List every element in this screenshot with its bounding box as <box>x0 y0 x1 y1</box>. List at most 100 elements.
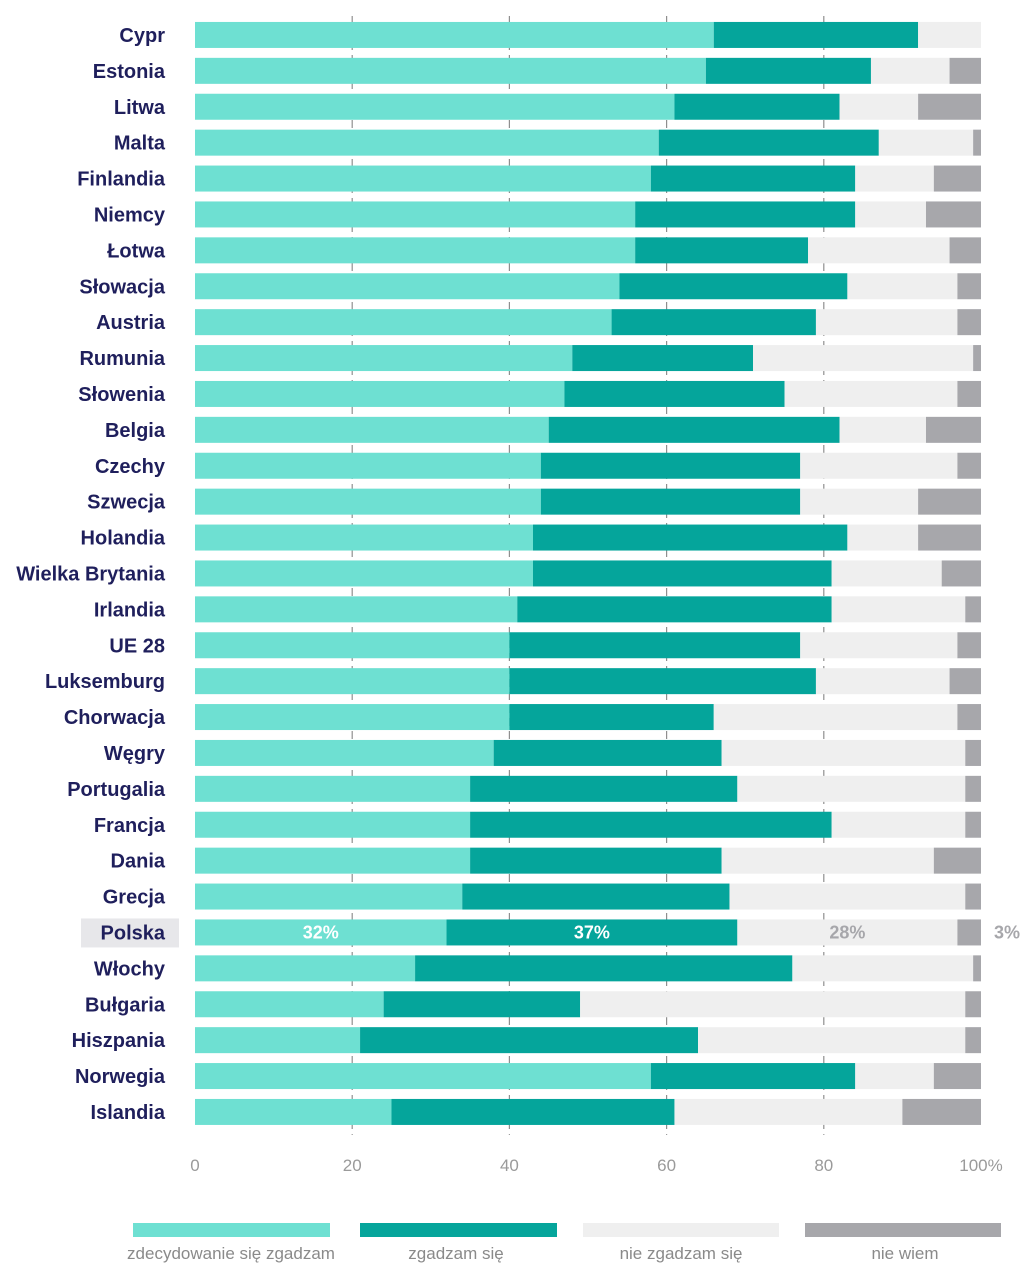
bar-malta-zdecydowanie-sie-zgadzam <box>195 129 659 156</box>
bar-estonia-nie-zgadzam-sie <box>870 57 950 84</box>
bar-norwegia-zdecydowanie-sie-zgadzam <box>195 1063 651 1090</box>
country-label-bulgaria: Bułgaria <box>85 994 166 1016</box>
bar-wegry-nie-wiem <box>965 739 981 766</box>
country-label-portugalia: Portugalia <box>67 779 166 801</box>
bar-dania-nie-zgadzam-sie <box>721 847 934 874</box>
bar-hiszpania-nie-wiem <box>965 1027 981 1054</box>
bar-cypr-nie-zgadzam-sie <box>918 21 981 48</box>
country-label-wlochy: Włochy <box>94 958 166 980</box>
bar-dania-zgadzam-sie <box>470 847 722 874</box>
country-label-litwa: Litwa <box>114 97 166 119</box>
bar-slowenia-nie-wiem <box>957 380 981 407</box>
bar-chorwacja-zgadzam-sie <box>509 704 714 731</box>
bar-ue-28-zdecydowanie-sie-zgadzam <box>195 632 510 659</box>
bar-irlandia-nie-zgadzam-sie <box>831 596 966 623</box>
bar-norwegia-nie-wiem <box>933 1063 981 1090</box>
bar-luksemburg-nie-zgadzam-sie <box>815 668 950 695</box>
bar-polska-zdecydowanie-sie-zgadzam <box>195 919 447 946</box>
bar-wielka-brytania-nie-wiem <box>941 560 981 587</box>
bar-bulgaria-zdecydowanie-sie-zgadzam <box>195 991 384 1018</box>
bar-portugalia-zdecydowanie-sie-zgadzam <box>195 775 471 802</box>
highlight-bg-polska <box>81 918 179 948</box>
x-tick-label-80: 80 <box>814 1156 833 1175</box>
bar-francja-nie-zgadzam-sie <box>831 811 966 838</box>
bar-bulgaria-nie-wiem <box>965 991 981 1018</box>
bar-francja-zgadzam-sie <box>470 811 832 838</box>
bar-niemcy-nie-zgadzam-sie <box>855 201 926 228</box>
value-label-polska-zdecydowanie-sie-zgadzam: 32% <box>303 922 339 942</box>
bar-dania-zdecydowanie-sie-zgadzam <box>195 847 471 874</box>
bar-estonia-nie-wiem <box>949 57 981 84</box>
bar-litwa-nie-wiem <box>918 93 981 120</box>
bar-holandia-nie-zgadzam-sie <box>847 524 919 551</box>
bar-wegry-zdecydowanie-sie-zgadzam <box>195 739 494 766</box>
bar-bulgaria-nie-zgadzam-sie <box>580 991 966 1018</box>
bar-irlandia-zgadzam-sie <box>517 596 832 623</box>
bar-portugalia-nie-zgadzam-sie <box>737 775 966 802</box>
bar-czechy-nie-zgadzam-sie <box>800 452 958 479</box>
axis-layer: 0 20 40 60 80 100% <box>190 1156 1002 1175</box>
bar-holandia-zgadzam-sie <box>532 524 848 551</box>
legend-layer: zdecydowanie się zgadzam zgadzam się nie z… <box>127 1223 1001 1263</box>
bar-norwegia-nie-zgadzam-sie <box>855 1063 934 1090</box>
country-label-islandia: Islandia <box>91 1102 166 1124</box>
bar-szwecja-nie-zgadzam-sie <box>800 488 919 515</box>
x-tick-label-40: 40 <box>500 1156 519 1175</box>
bar-luksemburg-zdecydowanie-sie-zgadzam <box>195 668 510 695</box>
bar-islandia-zdecydowanie-sie-zgadzam <box>195 1098 392 1125</box>
value-label-polska-nie-zgadzam-sie: 28% <box>829 922 865 942</box>
bar-finlandia-nie-zgadzam-sie <box>855 165 934 192</box>
bar-holandia-zdecydowanie-sie-zgadzam <box>195 524 533 551</box>
country-label-holandia: Holandia <box>81 528 166 550</box>
country-label-grecja: Grecja <box>103 887 166 909</box>
bar-austria-zdecydowanie-sie-zgadzam <box>195 309 612 336</box>
bar-francja-nie-wiem <box>965 811 981 838</box>
bar-irlandia-zdecydowanie-sie-zgadzam <box>195 596 518 623</box>
bar-finlandia-zdecydowanie-sie-zgadzam <box>195 165 651 192</box>
legend-label-nie-zgadzam-sie: nie zgadzam się <box>620 1244 743 1263</box>
bar-holandia-nie-wiem <box>918 524 981 551</box>
country-label-hiszpania: Hiszpania <box>72 1030 166 1052</box>
bar-francja-zdecydowanie-sie-zgadzam <box>195 811 471 838</box>
country-label-wielka-brytania: Wielka Brytania <box>16 563 166 585</box>
labels-layer: Cypr Estonia Litwa Malta Finlandia Niemcy Łotw… <box>16 25 1020 1124</box>
bar-austria-nie-wiem <box>957 309 981 336</box>
value-label-polska-nie-wiem: 3% <box>994 922 1020 942</box>
bar-islandia-zgadzam-sie <box>391 1098 675 1125</box>
bar-austria-zgadzam-sie <box>611 309 816 336</box>
bar-estonia-zgadzam-sie <box>705 57 871 84</box>
x-tick-label-20: 20 <box>343 1156 362 1175</box>
country-label-niemcy: Niemcy <box>94 204 166 226</box>
bar-slowacja-zdecydowanie-sie-zgadzam <box>195 273 620 300</box>
bar-finlandia-zgadzam-sie <box>650 165 856 192</box>
bar-belgia-nie-wiem <box>925 416 981 443</box>
bar-slowenia-zgadzam-sie <box>564 380 785 407</box>
country-label-szwecja: Szwecja <box>87 492 166 514</box>
bar-grecja-zdecydowanie-sie-zgadzam <box>195 883 463 910</box>
bar-litwa-zdecydowanie-sie-zgadzam <box>195 93 675 120</box>
bar-wielka-brytania-zgadzam-sie <box>532 560 832 587</box>
bar-rumunia-nie-zgadzam-sie <box>753 345 974 372</box>
country-label-irlandia: Irlandia <box>94 599 166 621</box>
bar-rumunia-nie-wiem <box>973 345 981 372</box>
bar-finlandia-nie-wiem <box>933 165 981 192</box>
legend-swatch-nie-wiem <box>805 1223 1001 1237</box>
bar-belgia-nie-zgadzam-sie <box>839 416 926 443</box>
bar-islandia-nie-zgadzam-sie <box>674 1098 903 1125</box>
country-label-malta: Malta <box>114 133 166 155</box>
bar-bulgaria-zgadzam-sie <box>383 991 581 1018</box>
bar-lotwa-zdecydowanie-sie-zgadzam <box>195 237 636 264</box>
bar-grecja-zgadzam-sie <box>462 883 730 910</box>
bar-szwecja-zdecydowanie-sie-zgadzam <box>195 488 541 515</box>
bar-slowacja-nie-wiem <box>957 273 981 300</box>
country-label-slowenia: Słowenia <box>78 384 166 406</box>
legend-label-nie-wiem: nie wiem <box>871 1244 938 1263</box>
country-label-norwegia: Norwegia <box>75 1066 166 1088</box>
bar-luksemburg-nie-wiem <box>949 668 981 695</box>
bar-wlochy-nie-zgadzam-sie <box>792 955 974 982</box>
legend-swatch-zdecydowanie-sie-zgadzam <box>133 1223 330 1237</box>
x-tick-label-60: 60 <box>657 1156 676 1175</box>
bar-austria-nie-zgadzam-sie <box>815 309 958 336</box>
